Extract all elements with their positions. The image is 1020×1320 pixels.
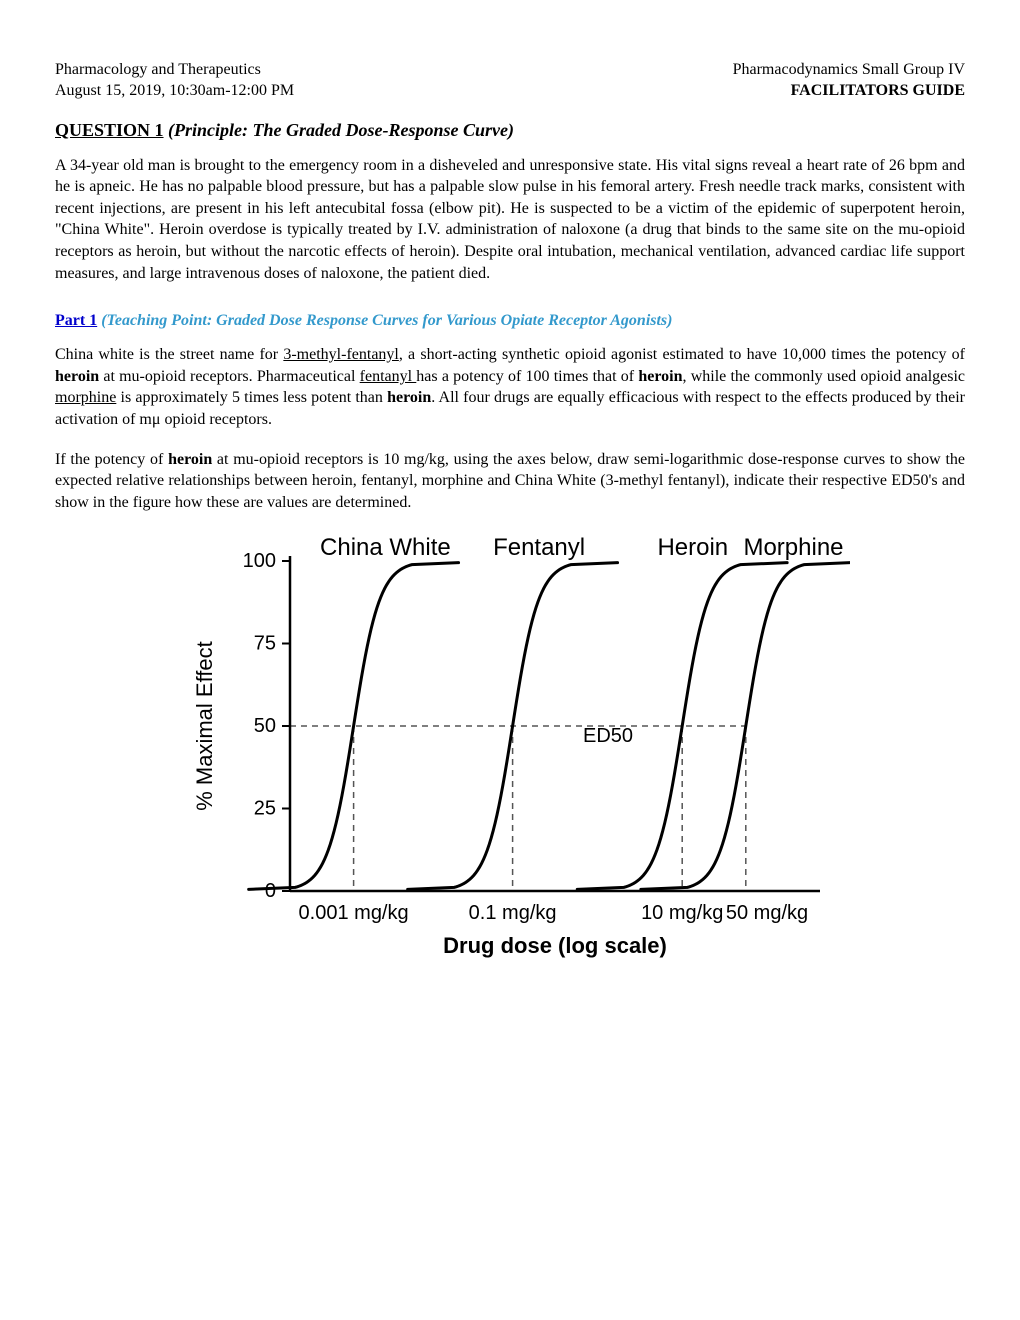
paragraph-instructions: If the potency of heroin at mu-opioid re…	[55, 449, 965, 514]
svg-text:China White: China White	[320, 534, 451, 561]
svg-text:Fentanyl: Fentanyl	[493, 534, 585, 561]
header-left: Pharmacology and Therapeutics August 15,…	[55, 60, 294, 102]
dose-response-chart: % Maximal Effect 0 25 50 75 100 China White Fen…	[55, 531, 965, 991]
guide-label: FACILITATORS GUIDE	[733, 81, 965, 102]
svg-text:100: 100	[243, 550, 276, 572]
svg-text:Heroin: Heroin	[657, 534, 728, 561]
teaching-point: (Teaching Point: Graded Dose Response Cu…	[101, 312, 672, 329]
svg-text:75: 75	[254, 633, 276, 655]
question-title: QUESTION 1 (Principle: The Graded Dose-R…	[55, 120, 965, 141]
svg-text:% Maximal Effect: % Maximal Effect	[192, 642, 217, 812]
session-datetime: August 15, 2019, 10:30am-12:00 PM	[55, 81, 294, 102]
svg-text:50: 50	[254, 715, 276, 737]
svg-text:Drug dose (log scale): Drug dose (log scale)	[443, 933, 667, 958]
session-title: Pharmacodynamics Small Group IV	[733, 60, 965, 81]
paragraph-drug-info: China white is the street name for 3-met…	[55, 344, 965, 430]
svg-text:25: 25	[254, 798, 276, 820]
svg-text:0.1 mg/kg: 0.1 mg/kg	[469, 902, 557, 924]
course-title: Pharmacology and Therapeutics	[55, 60, 294, 81]
chart-svg: % Maximal Effect 0 25 50 75 100 China White Fen…	[170, 531, 850, 991]
svg-text:0: 0	[265, 880, 276, 902]
svg-text:0.001 mg/kg: 0.001 mg/kg	[299, 902, 409, 924]
svg-text:Morphine: Morphine	[743, 534, 843, 561]
paragraph-scenario: A 34-year old man is brought to the emer…	[55, 155, 965, 285]
header-right: Pharmacodynamics Small Group IV FACILITA…	[733, 60, 965, 102]
question-number: QUESTION 1	[55, 120, 164, 140]
svg-text:10 mg/kg: 10 mg/kg	[641, 902, 723, 924]
question-principle: (Principle: The Graded Dose-Response Cur…	[168, 120, 514, 140]
part-label: Part 1	[55, 312, 97, 329]
svg-text:50 mg/kg: 50 mg/kg	[726, 902, 808, 924]
part1-title: Part 1 (Teaching Point: Graded Dose Resp…	[55, 312, 965, 330]
document-header: Pharmacology and Therapeutics August 15,…	[55, 60, 965, 102]
svg-text:ED50: ED50	[583, 725, 633, 747]
